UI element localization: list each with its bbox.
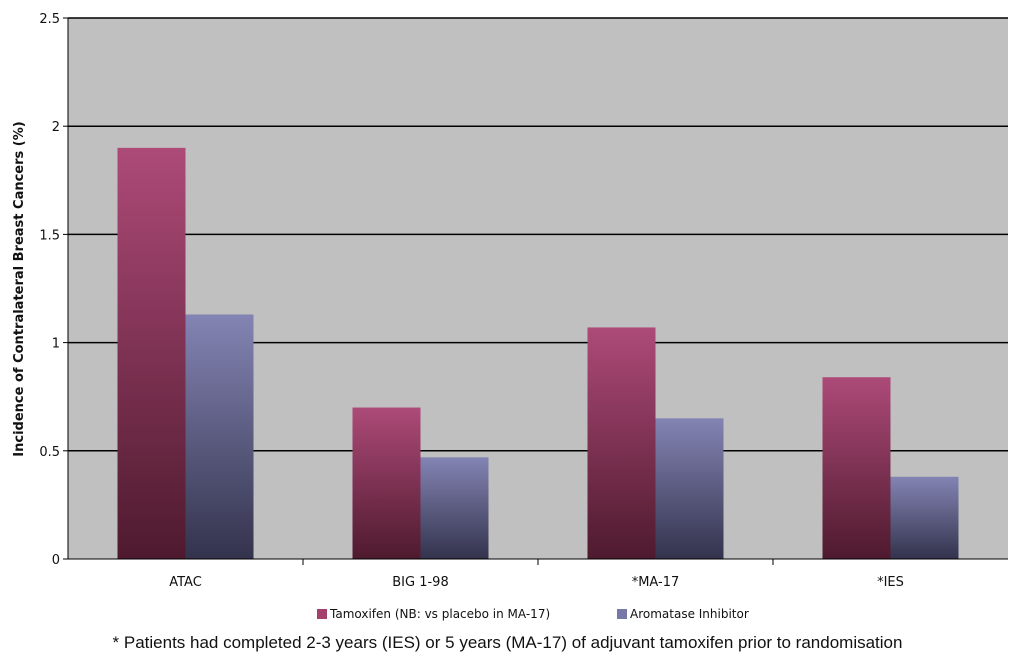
legend-swatch-aromatase-inhibitor — [617, 609, 627, 619]
bar-tamoxifen-1 — [352, 407, 421, 559]
x-tick-label: ATAC — [169, 575, 202, 590]
y-tick-label: 2 — [52, 120, 60, 135]
y-tick-label: 1 — [52, 337, 60, 352]
bar-tamoxifen-2 — [587, 327, 656, 559]
footnote: * Patients had completed 2-3 years (IES)… — [112, 633, 903, 652]
y-tick-label: 0.5 — [39, 445, 60, 460]
bar-aromatase-inhibitor-3 — [890, 476, 959, 559]
y-tick-label: 0 — [52, 553, 60, 568]
legend-label-aromatase-inhibitor: Aromatase Inhibitor — [630, 607, 749, 621]
legend: Tamoxifen (NB: vs placebo in MA-17) Arom… — [317, 607, 749, 621]
x-tick-label: *IES — [877, 575, 904, 590]
y-tick-label: 1.5 — [39, 228, 60, 243]
bar-tamoxifen-3 — [822, 377, 891, 559]
bar-aromatase-inhibitor-0 — [185, 314, 254, 559]
bar-chart: 0 0.5 1 1.5 2 2.5 ATAC BIG 1-98 *MA-17 *IES Incid… — [12, 12, 1008, 621]
x-tick-label: *MA-17 — [632, 575, 680, 590]
x-tick-label: BIG 1-98 — [392, 575, 448, 590]
axes: 0 0.5 1 1.5 2 2.5 ATAC BIG 1-98 *MA-17 *IES — [39, 12, 1008, 590]
bars — [117, 147, 959, 559]
y-axis-title: Incidence of Contralateral Breast Cancer… — [12, 121, 27, 456]
legend-swatch-tamoxifen — [317, 609, 327, 619]
bar-aromatase-inhibitor-2 — [655, 418, 724, 559]
y-tick-label: 2.5 — [39, 12, 60, 27]
legend-label-tamoxifen: Tamoxifen (NB: vs placebo in MA-17) — [329, 607, 550, 621]
bar-aromatase-inhibitor-1 — [420, 457, 489, 559]
bar-tamoxifen-0 — [117, 147, 186, 559]
